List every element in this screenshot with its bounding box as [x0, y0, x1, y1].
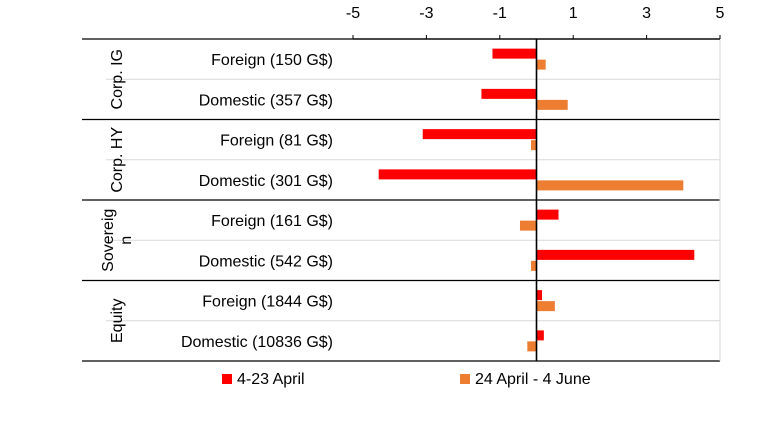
legend-swatch: [222, 374, 232, 384]
bar: [422, 129, 537, 140]
x-tick-label: 1: [569, 5, 578, 22]
bar: [530, 260, 537, 271]
group-label: Corp. HY: [109, 127, 126, 193]
bar: [536, 180, 684, 191]
group-label: Sovereig: [100, 209, 117, 272]
group-label: Equity: [109, 299, 126, 343]
bar: [527, 341, 537, 352]
category-label: Domestic (301 G$): [199, 173, 333, 190]
x-tick-label: -5: [346, 5, 360, 22]
group-label: Corp. IG: [109, 49, 126, 109]
bar: [519, 220, 537, 231]
bar: [536, 330, 544, 341]
x-tick-label: -3: [419, 5, 433, 22]
bar: [378, 169, 537, 180]
x-tick-label: 3: [642, 5, 651, 22]
category-label: Domestic (357 G$): [199, 92, 333, 109]
bar: [536, 301, 555, 312]
bar: [492, 48, 537, 59]
legend-swatch: [460, 374, 470, 384]
category-label: Foreign (150 G$): [211, 52, 333, 69]
bar: [481, 88, 537, 99]
category-label: Domestic (10836 G$): [181, 334, 333, 351]
bar: [536, 99, 568, 110]
legend-label: 4-23 April: [237, 371, 305, 388]
category-label: Foreign (81 G$): [220, 133, 333, 150]
group-label: n: [118, 236, 135, 245]
bar: [536, 59, 546, 70]
bar: [536, 290, 543, 301]
bar: [536, 209, 559, 220]
x-tick-label: -1: [493, 5, 507, 22]
bar: [536, 249, 695, 260]
category-label: Domestic (542 G$): [199, 253, 333, 270]
category-label: Foreign (1844 G$): [202, 294, 333, 311]
bar: [530, 140, 537, 151]
x-tick-label: 5: [716, 5, 725, 22]
category-label: Foreign (161 G$): [211, 213, 333, 230]
legend-label: 24 April - 4 June: [475, 371, 591, 388]
